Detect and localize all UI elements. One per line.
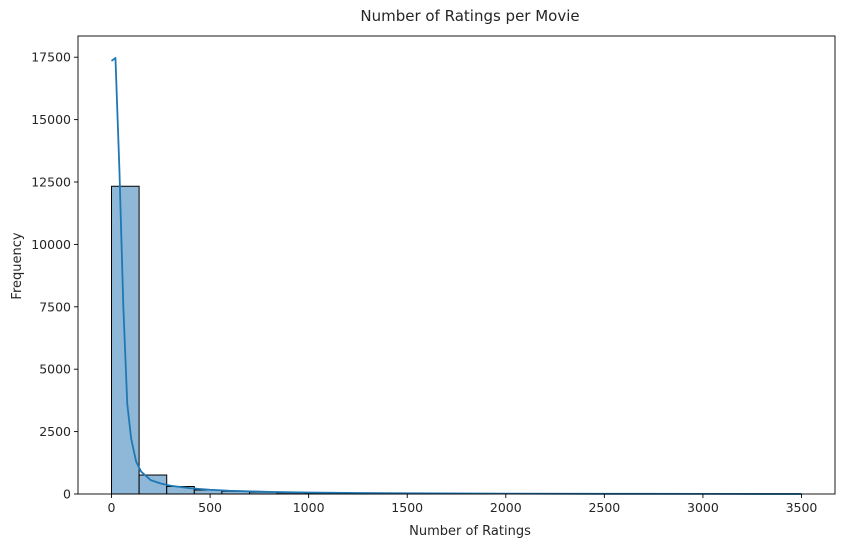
x-tick-label: 2500 xyxy=(588,500,620,515)
y-tick-label: 0 xyxy=(63,487,71,502)
y-tick-label: 7500 xyxy=(39,299,71,314)
x-tick-label: 3000 xyxy=(687,500,719,515)
y-axis-label: Frequency xyxy=(10,232,25,299)
x-axis: 0 500 1000 1500 2000 2500 3000 3500 xyxy=(108,494,818,515)
plot-frame xyxy=(77,35,836,495)
y-tick-label: 15000 xyxy=(31,112,71,127)
x-tick-label: 2000 xyxy=(490,500,522,515)
bars-layer xyxy=(111,185,802,495)
x-tick-label: 1000 xyxy=(293,500,325,515)
kde-line xyxy=(110,57,802,495)
y-tick-label: 17500 xyxy=(31,50,71,65)
kde-layer xyxy=(110,57,802,495)
y-tick-label: 12500 xyxy=(31,175,71,190)
x-tick-label: 3500 xyxy=(786,500,818,515)
y-tick-label: 10000 xyxy=(31,237,71,252)
y-tick-label: 2500 xyxy=(39,424,71,439)
x-tick-label: 0 xyxy=(108,500,116,515)
y-tick-label: 5000 xyxy=(39,362,71,377)
x-axis-label: Number of Ratings xyxy=(409,524,531,539)
x-tick-label: 500 xyxy=(198,500,222,515)
x-tick-label: 1500 xyxy=(391,500,423,515)
axes-layer xyxy=(77,35,836,495)
chart-title: Number of Ratings per Movie xyxy=(360,7,579,25)
y-axis: 0 2500 5000 7500 10000 12500 15000 17500 xyxy=(31,50,78,502)
